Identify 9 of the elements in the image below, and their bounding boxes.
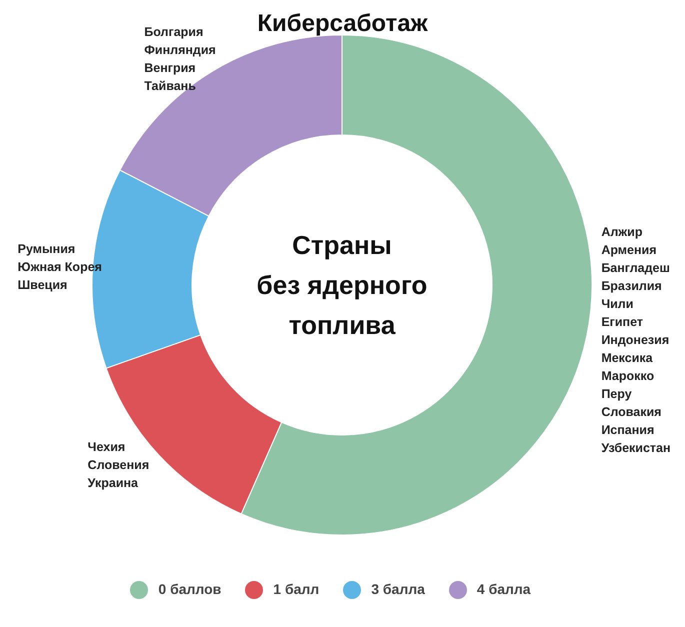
legend-label: 4 балла [476, 580, 531, 597]
text: Алжир Армения Бангладеш Бразилия Чили Египет Индонезия Мексика Марокко Перу Словакия Испания Узбекистан [601, 224, 671, 455]
legend-label: 3 балла [371, 580, 425, 597]
legend-label: 0 баллов [158, 580, 222, 597]
legend-label: 1 балл [273, 580, 320, 597]
text: Чехия Словения Украина [88, 439, 150, 492]
chart-title: Киберсаботаж [257, 10, 428, 37]
text: Страны без ядерного топлива [256, 229, 428, 342]
text: Болгария Финляндия Венгрия Тайвань [144, 24, 216, 95]
